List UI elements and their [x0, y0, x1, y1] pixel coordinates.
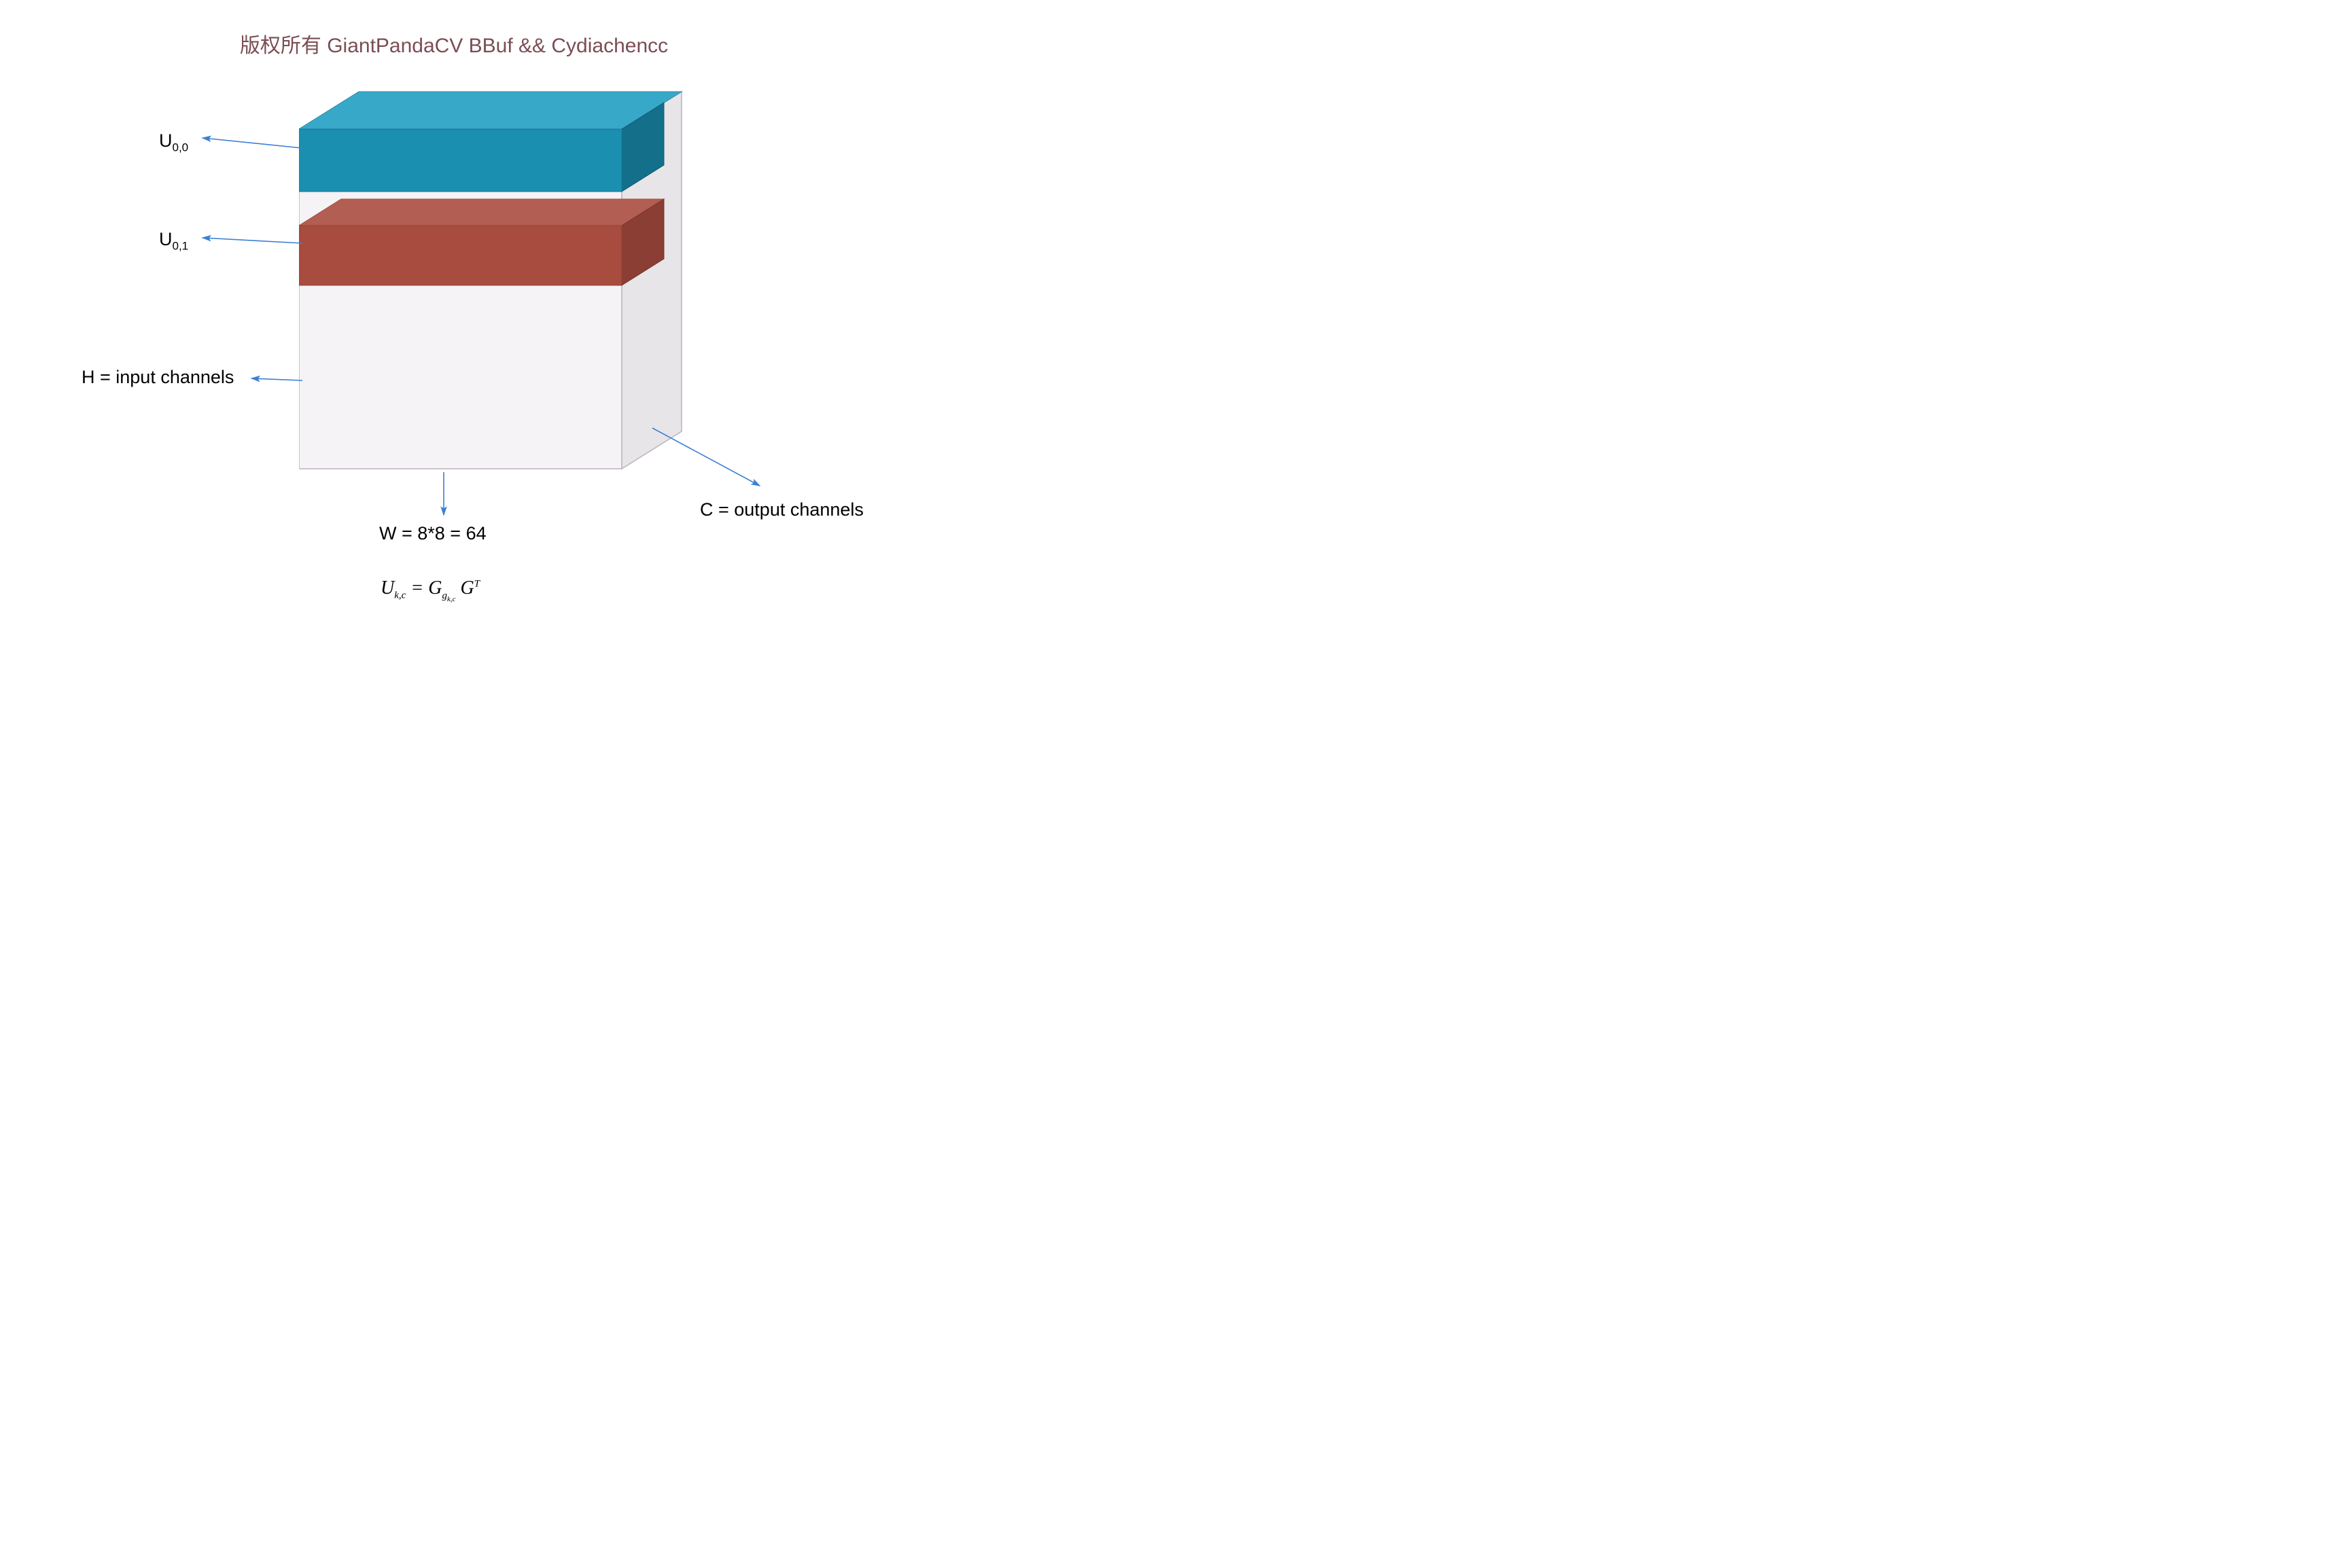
slice-u00-top: [299, 92, 682, 129]
formula-lhs-var: U: [381, 577, 394, 599]
label-h: H = input channels: [82, 367, 234, 388]
label-u00-sub: 0,0: [173, 141, 189, 154]
arrow-h: [251, 378, 302, 380]
formula-r2-sup: T: [474, 579, 480, 590]
formula-r2-var: G: [455, 577, 474, 599]
formula-eq: =: [406, 577, 428, 599]
slice-u00-front: [299, 129, 622, 192]
arrow-u01: [203, 238, 302, 243]
formula-r1-sub: gk,c: [442, 590, 455, 601]
diagram-container: 版权所有 GiantPandaCV BBuf && Cydiachencc: [0, 0, 908, 609]
copyright-text: 版权所有 GiantPandaCV BBuf && Cydiachencc: [0, 29, 908, 58]
formula-lhs-sub: k,c: [394, 590, 406, 601]
cube-3d: [299, 68, 775, 503]
label-u01-var: U: [159, 229, 173, 249]
slice-u01-top: [299, 199, 664, 226]
arrow-u00: [203, 138, 302, 148]
slice-u01-front: [299, 226, 622, 285]
label-w: W = 8*8 = 64: [379, 523, 487, 544]
label-u00-var: U: [159, 130, 173, 151]
label-c: C = output channels: [700, 499, 864, 520]
slice-u00: [299, 92, 682, 192]
slice-u01: [299, 199, 664, 285]
formula-r1-var: G: [428, 577, 442, 599]
formula: Uk,c = Ggk,c GT: [381, 577, 480, 603]
label-u01-sub: 0,1: [173, 239, 189, 252]
label-u01: U0,1: [159, 229, 188, 253]
label-u00: U0,0: [159, 130, 188, 154]
